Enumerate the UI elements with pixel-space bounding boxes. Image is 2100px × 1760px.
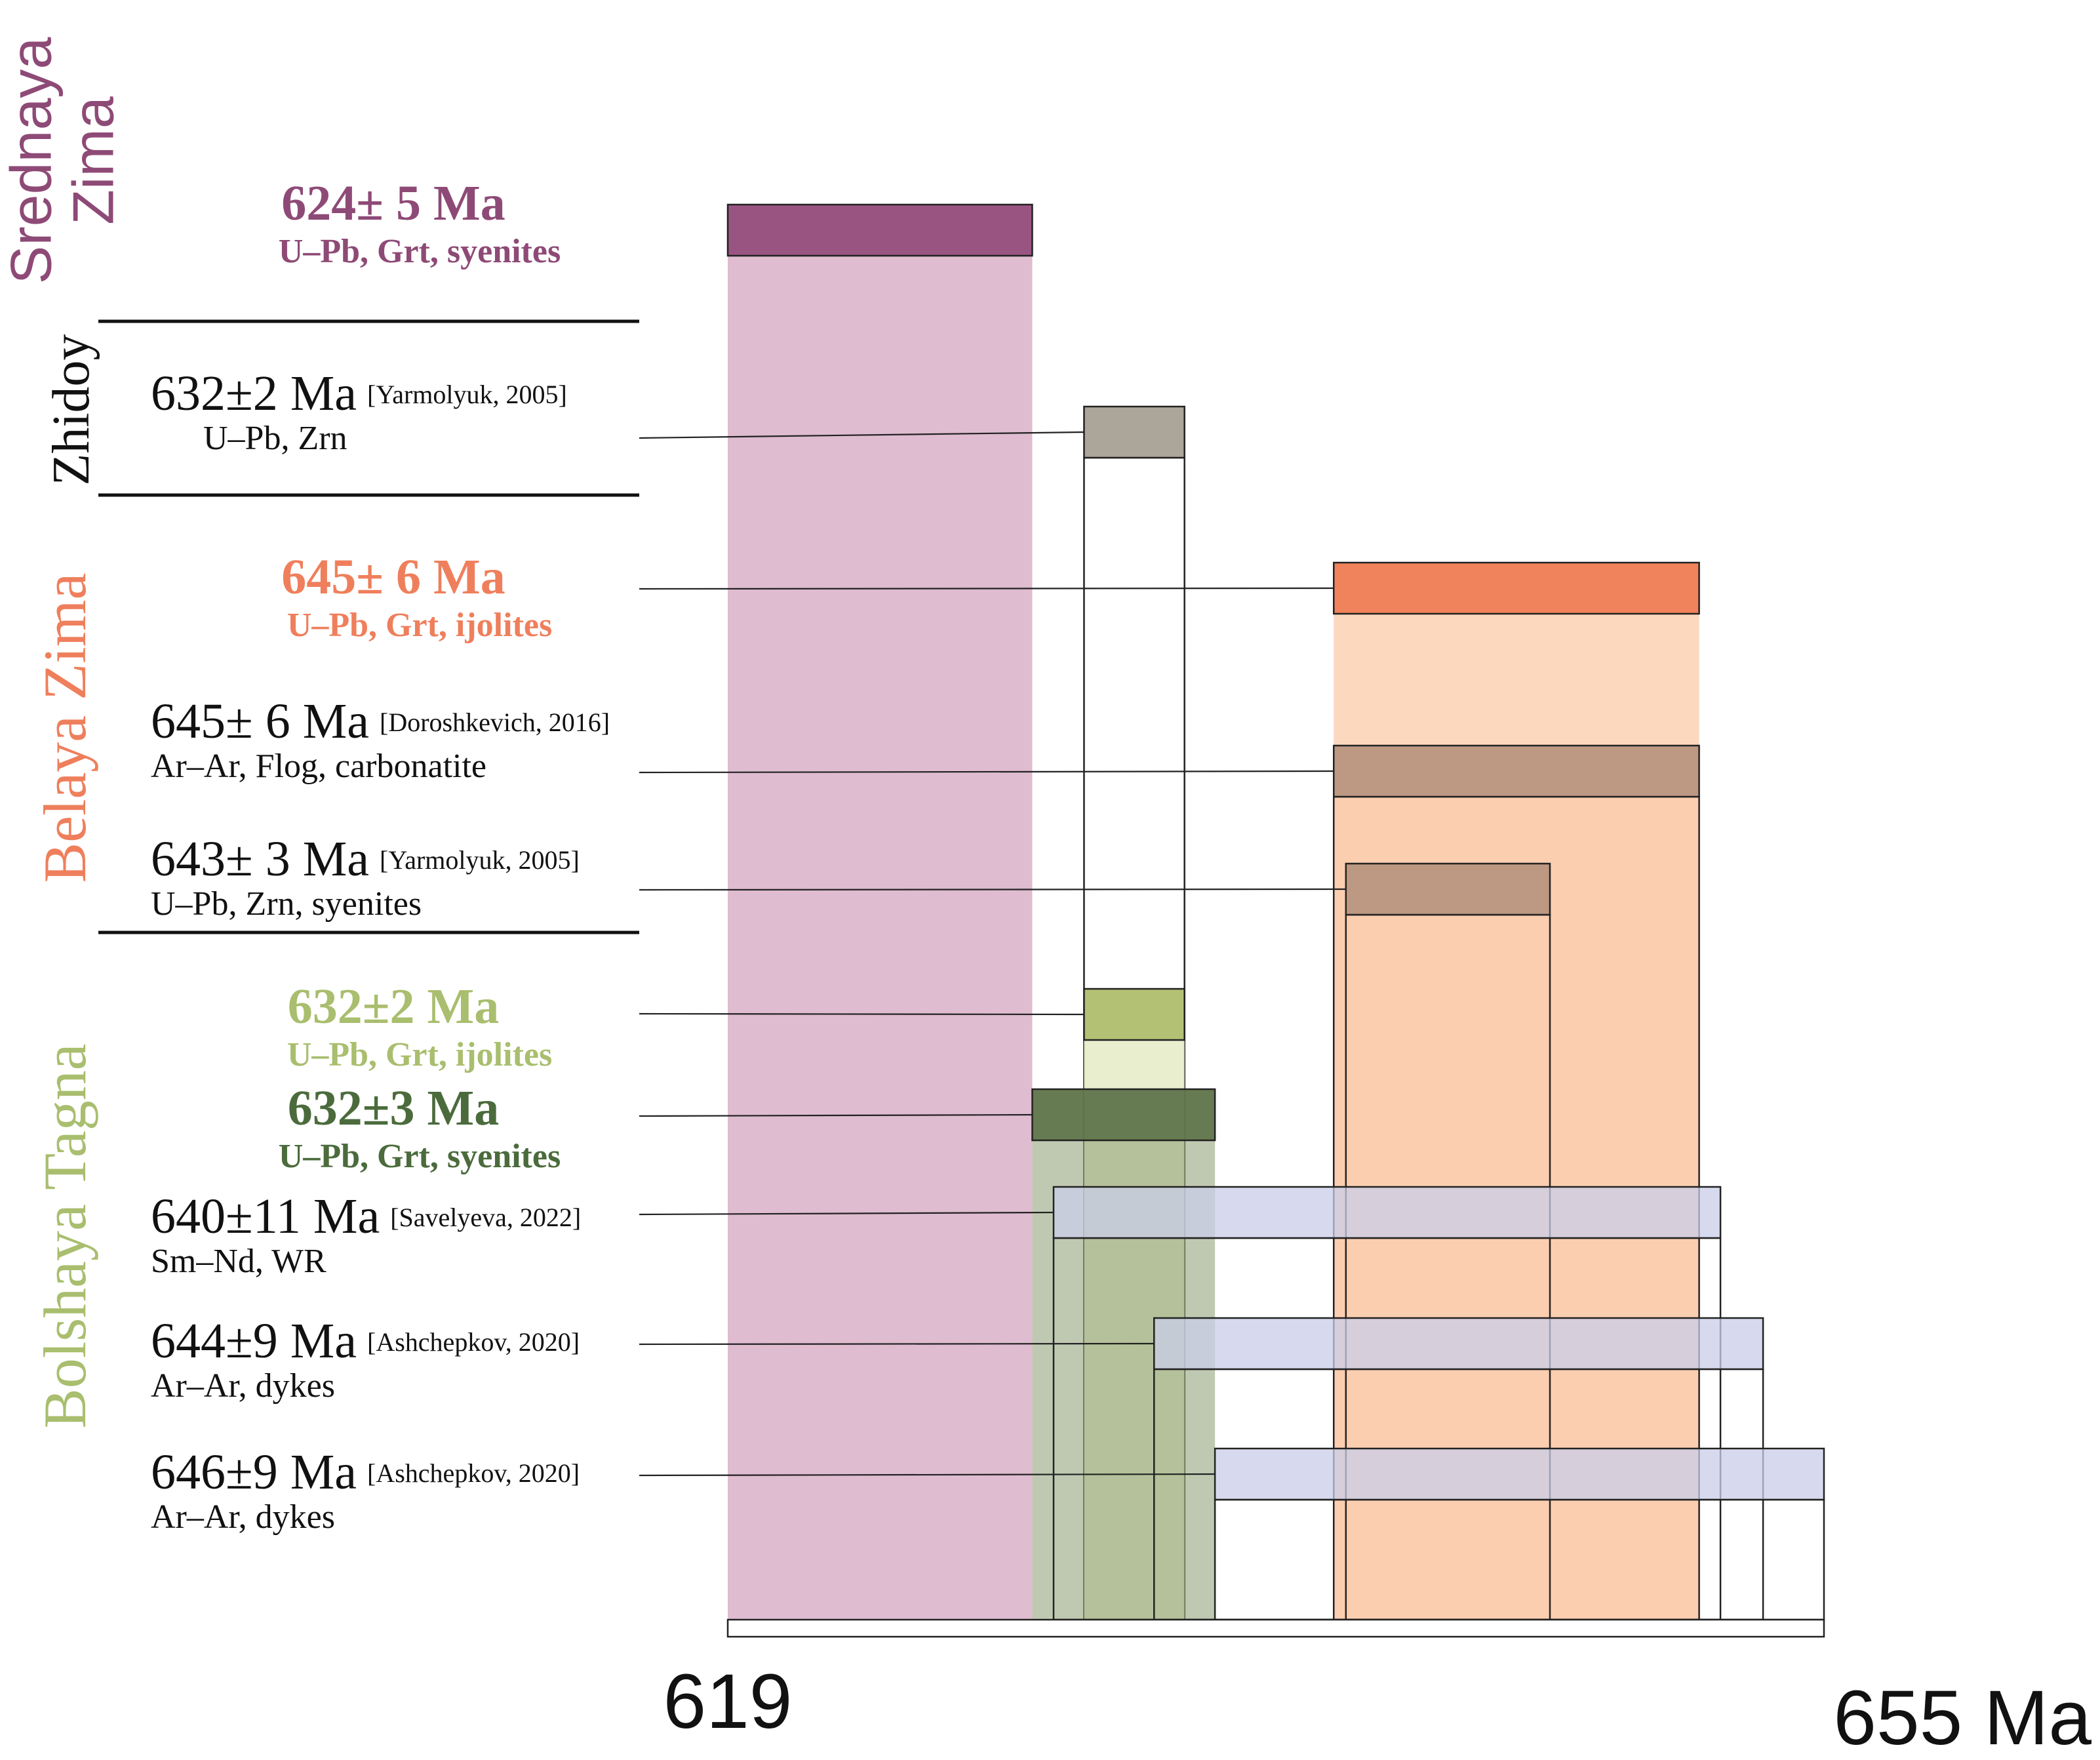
leader-line-7	[639, 1113, 1033, 1117]
entry-method-6: U–Pb, Grt, ijolites	[287, 1036, 552, 1073]
age-range-fills	[728, 256, 1825, 1621]
age-bar-1	[726, 203, 1033, 257]
age-bar-3	[1332, 561, 1700, 615]
group-dividers	[98, 319, 639, 934]
group-labels: SrednayaZima Zhidoy Belaya Zima Bolshaya Ta…	[0, 37, 126, 1429]
entry-age-3: 645± 6 Ma	[281, 550, 505, 605]
entry-ref-4: [Doroshkevich, 2016]	[380, 708, 610, 737]
axis-max-label: 655 Ma	[1833, 1675, 2091, 1760]
entry-ref-9: [Ashchepkov, 2020]	[367, 1327, 580, 1357]
group-label-belaya-zima: Belaya Zima	[31, 573, 98, 883]
entry-method-10: Ar–Ar, dykes	[151, 1498, 335, 1536]
entry-method-5: U–Pb, Zrn, syenites	[151, 885, 422, 923]
entry-age-2: 632±2 Ma [Yarmolyuk, 2005]	[151, 366, 567, 421]
entry-ref-2: [Yarmolyuk, 2005]	[367, 380, 567, 409]
leader-line-4	[639, 770, 1334, 774]
leader-line-8	[639, 1211, 1054, 1216]
age-bars	[726, 203, 1825, 1501]
group-label-srednaya-zima: SrednayaZima	[0, 37, 126, 285]
entry-method-9: Ar–Ar, dykes	[151, 1367, 335, 1405]
group-label-bolshaya-tagna: Bolshaya Tagna	[31, 1043, 98, 1428]
age-bar-5	[1345, 862, 1551, 916]
entry-ref-5: [Yarmolyuk, 2005]	[380, 845, 580, 875]
leader-line-2	[639, 431, 1084, 439]
age-bar-4	[1332, 744, 1700, 798]
age-bar-8	[1052, 1186, 1722, 1239]
group-label-zhidoy: Zhidoy	[43, 334, 100, 485]
entry-age-8: 640±11 Ma [Savelyeva, 2022]	[151, 1189, 581, 1244]
entry-ref-8: [Savelyeva, 2022]	[390, 1203, 581, 1232]
age-bar-7	[1031, 1088, 1216, 1142]
group-label-line: Belaya Zima	[31, 573, 98, 883]
entry-age-5: 643± 3 Ma [Yarmolyuk, 2005]	[151, 831, 580, 887]
entry-age-10: 646±9 Ma [Ashchepkov, 2020]	[151, 1445, 580, 1500]
entry-method-2: U–Pb, Zrn	[203, 420, 347, 457]
leader-line-3	[639, 587, 1334, 590]
x-axis: 619 655 Ma	[664, 1618, 2091, 1760]
group-label-line: Srednaya	[0, 37, 64, 285]
age-bar-9	[1153, 1317, 1764, 1370]
entry-age-7: 632±3 Ma	[288, 1081, 499, 1136]
range-column-1	[728, 256, 1033, 1620]
leader-line-5	[639, 888, 1346, 891]
leader-line-10	[639, 1473, 1216, 1477]
entry-method-3: U–Pb, Grt, ijolites	[287, 607, 552, 644]
age-bar-10	[1214, 1447, 1825, 1501]
axis-baseline	[726, 1618, 1825, 1638]
entry-age-1: 624± 5 Ma	[281, 176, 505, 231]
leader-lines	[639, 431, 1346, 1477]
entry-method-8: Sm–Nd, WR	[151, 1243, 327, 1280]
entry-age-4: 645± 6 Ma [Doroshkevich, 2016]	[151, 694, 610, 749]
entry-method-7: U–Pb, Grt, syenites	[279, 1138, 561, 1175]
group-label-line: Zhidoy	[43, 334, 100, 485]
entry-age-9: 644±9 Ma [Ashchepkov, 2020]	[151, 1313, 580, 1369]
age-bar-2	[1083, 405, 1185, 459]
entry-ref-10: [Ashchepkov, 2020]	[367, 1458, 580, 1488]
entry-method-1: U–Pb, Grt, syenites	[279, 233, 561, 270]
group-label-line: Bolshaya Tagna	[31, 1043, 98, 1428]
axis-min-label: 619	[664, 1658, 793, 1745]
entry-age-6: 632±2 Ma	[288, 979, 499, 1034]
age-bar-6	[1083, 988, 1185, 1041]
entry-method-4: Ar–Ar, Flog, carbonatite	[151, 748, 486, 785]
group-label-line: Zima	[61, 96, 126, 225]
